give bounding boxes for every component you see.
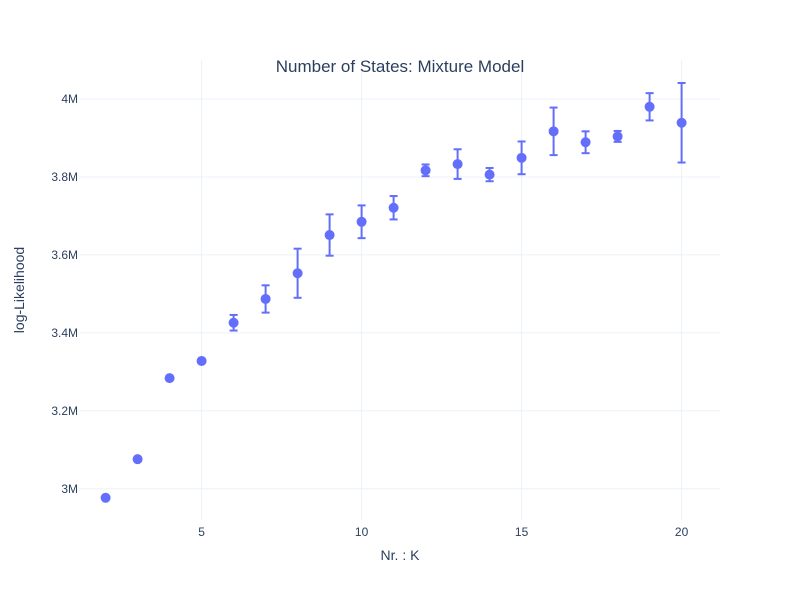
x-tick-label: 5 — [198, 525, 205, 539]
data-point[interactable] — [676, 117, 687, 128]
x-tick-label: 20 — [675, 525, 689, 539]
data-points — [100, 101, 687, 503]
data-point[interactable] — [644, 101, 655, 112]
x-tick-label: 10 — [355, 525, 369, 539]
data-point[interactable] — [196, 355, 207, 366]
x-axis-title: Nr. : K — [381, 547, 421, 563]
x-tick-label: 15 — [515, 525, 529, 539]
y-tick-label: 3.8M — [51, 170, 78, 184]
y-tick-label: 3.4M — [51, 326, 78, 340]
chart-title: Number of States: Mixture Model — [276, 57, 524, 76]
data-point[interactable] — [132, 454, 143, 465]
data-point[interactable] — [516, 152, 527, 163]
data-point[interactable] — [260, 293, 271, 304]
y-tick-label: 3.2M — [51, 404, 78, 418]
data-point[interactable] — [324, 230, 335, 241]
data-point[interactable] — [484, 169, 495, 180]
data-point[interactable] — [356, 216, 367, 227]
data-point[interactable] — [548, 126, 559, 137]
data-point[interactable] — [292, 268, 303, 279]
y-tick-label: 3.6M — [51, 248, 78, 262]
data-point[interactable] — [580, 137, 591, 148]
data-point[interactable] — [164, 373, 175, 384]
y-axis-title: log-Likelihood — [11, 247, 27, 333]
data-point[interactable] — [420, 165, 431, 176]
data-point[interactable] — [100, 492, 111, 503]
data-point[interactable] — [452, 159, 463, 170]
data-point[interactable] — [612, 131, 623, 142]
y-gridlines — [80, 98, 720, 490]
x-gridlines — [201, 60, 683, 520]
y-tick-labels: 3M 3.2M 3.4M 3.6M 3.8M 4M — [51, 92, 78, 496]
y-tick-label: 3M — [61, 482, 78, 496]
data-point[interactable] — [228, 317, 239, 328]
y-tick-label: 4M — [61, 92, 78, 106]
data-point[interactable] — [388, 202, 399, 213]
error-bars — [229, 82, 686, 332]
x-tick-labels: 5 10 15 20 — [198, 525, 688, 539]
